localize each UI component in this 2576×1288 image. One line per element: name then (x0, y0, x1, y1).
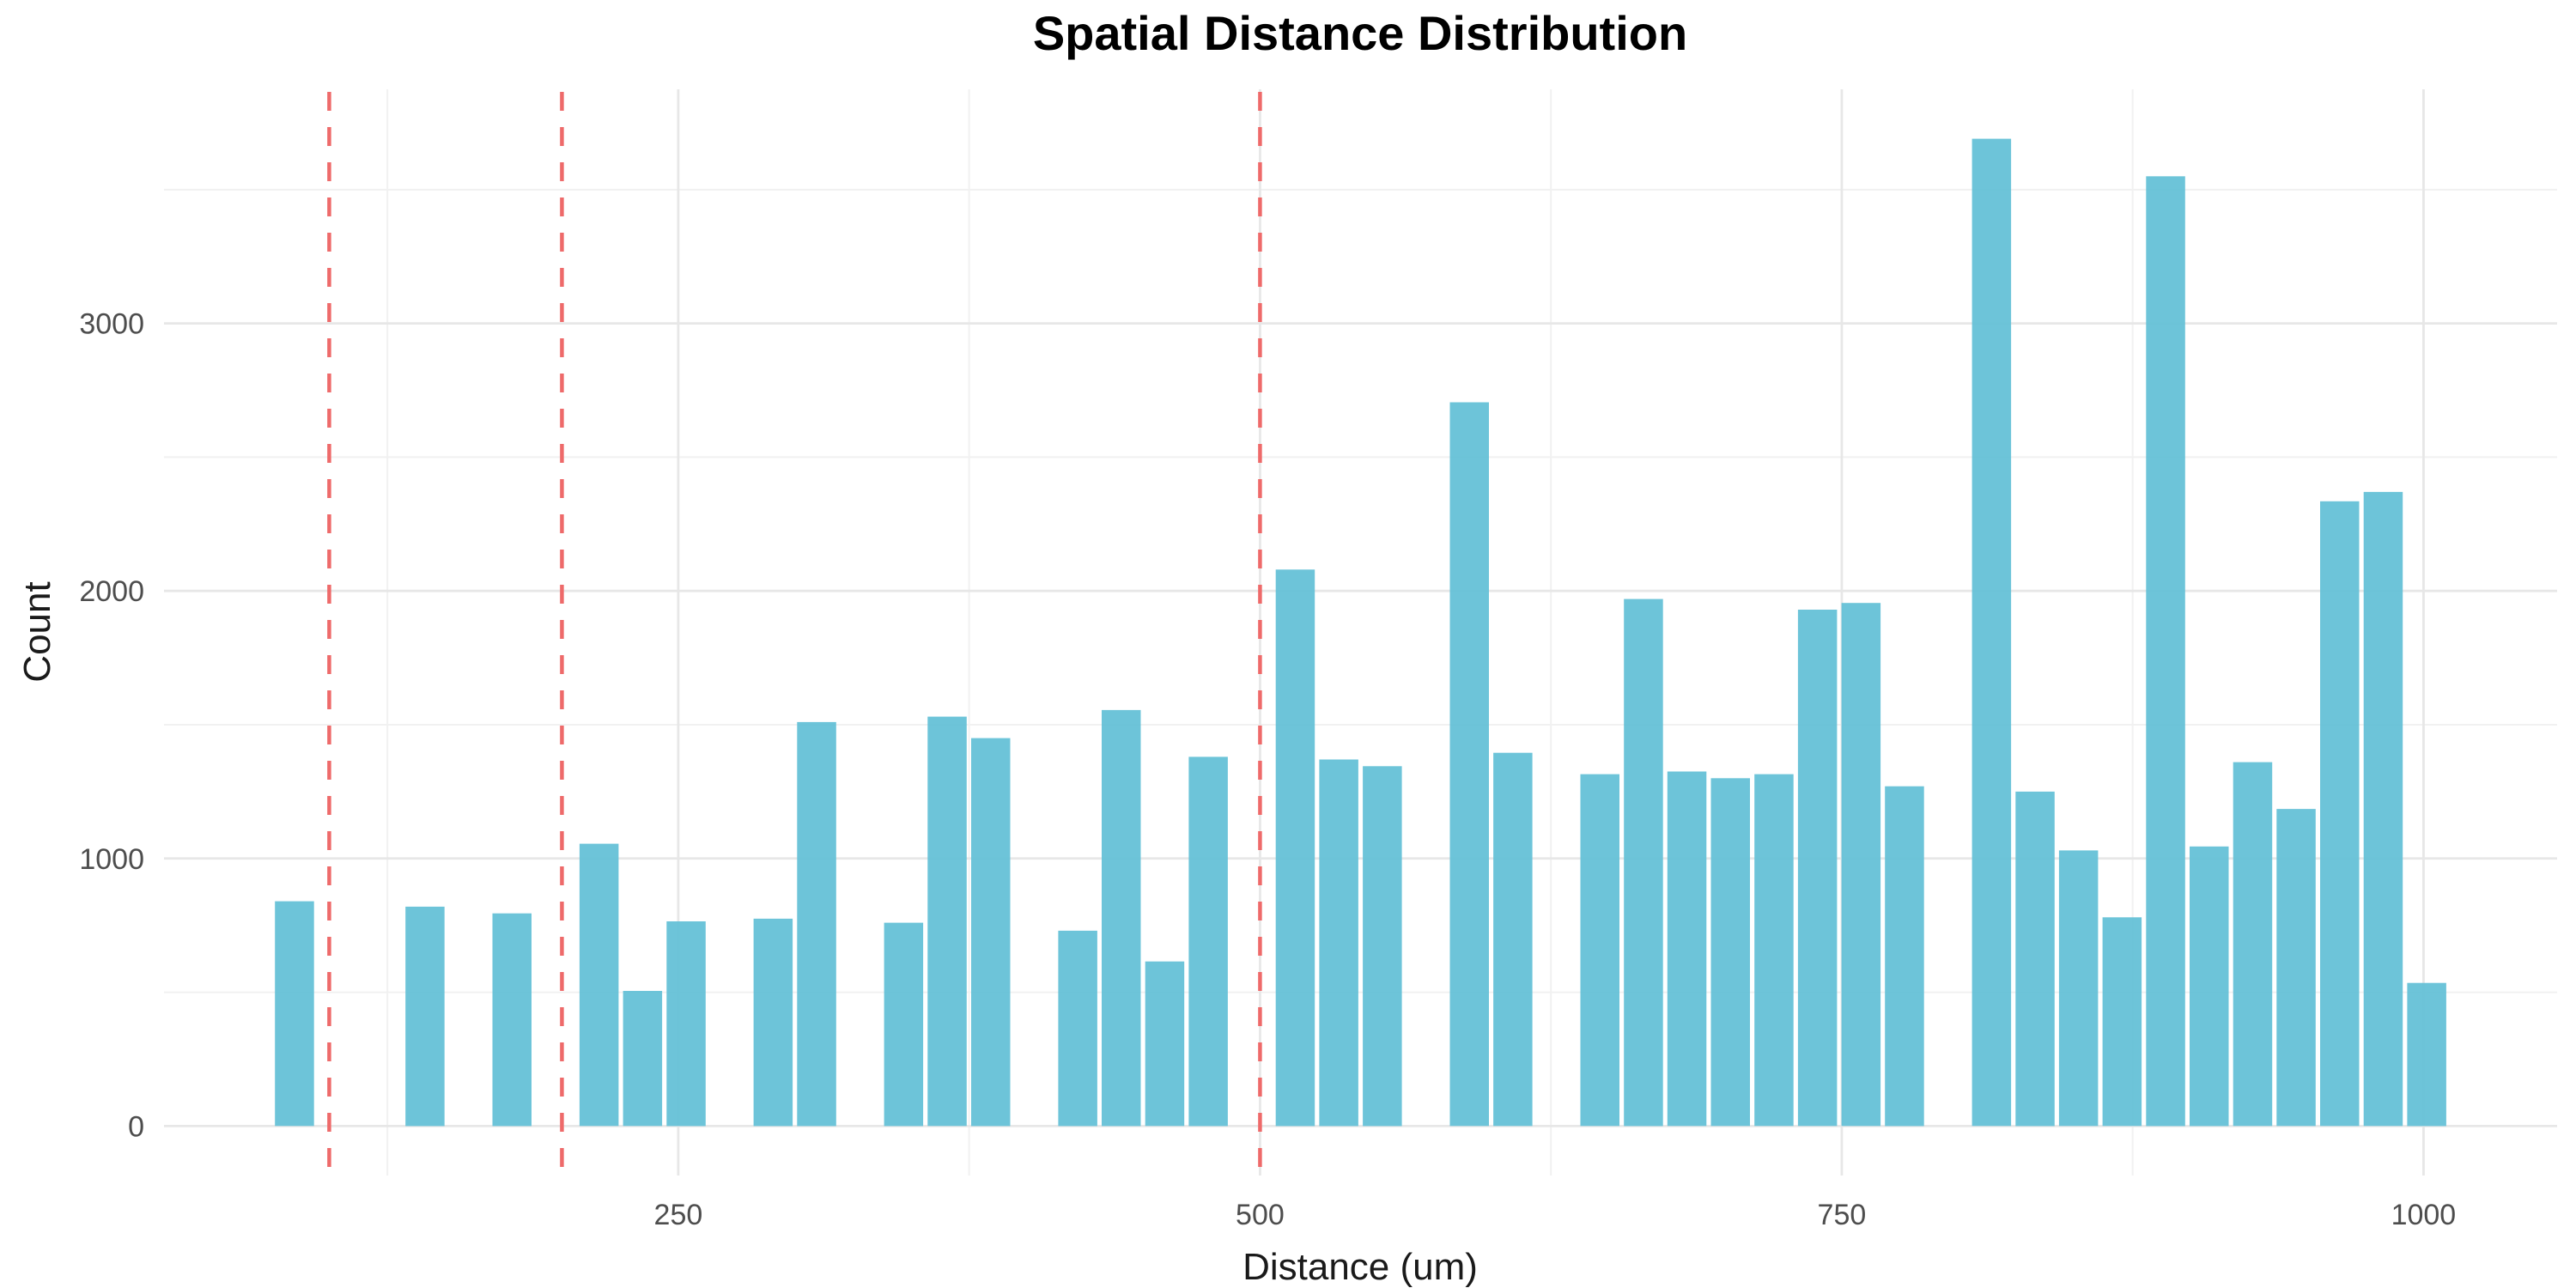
histogram-bar (2320, 501, 2360, 1127)
histogram-bar (1841, 603, 1881, 1127)
histogram-bar (1449, 402, 1489, 1127)
histogram-bar (971, 738, 1011, 1127)
histogram-bar (2407, 982, 2446, 1127)
histogram-bar (2102, 917, 2142, 1127)
histogram-bar (797, 721, 836, 1127)
histogram-bar (1493, 752, 1533, 1127)
x-axis-title: Distance (um) (1242, 1246, 1478, 1288)
histogram-bar (2190, 846, 2229, 1127)
histogram-bar (2015, 791, 2055, 1127)
x-tick-label: 750 (1818, 1199, 1867, 1231)
histogram-bar (623, 991, 663, 1127)
histogram-bar (1580, 774, 1619, 1127)
histogram-bar (1971, 138, 2012, 1127)
x-tick-label: 500 (1236, 1199, 1285, 1231)
y-axis-title: Count (16, 581, 58, 682)
histogram-bar (1363, 766, 1402, 1127)
histogram-bar (1188, 756, 1228, 1127)
histogram-bar (1102, 709, 1141, 1127)
histogram-bar (275, 901, 314, 1127)
histogram-bar (405, 906, 445, 1127)
x-tick-label: 1000 (2391, 1199, 2457, 1231)
histogram-bar (2276, 809, 2316, 1127)
histogram-bar (1667, 771, 1707, 1127)
y-tick-label: 0 (128, 1110, 144, 1143)
histogram-bar (1145, 961, 1185, 1127)
histogram-bar (2233, 762, 2273, 1127)
reference-vlines-layer (327, 92, 1262, 1176)
y-tick-label: 2000 (79, 575, 144, 608)
y-axis-tick-labels: 0 1000 2000 3000 (79, 308, 144, 1144)
histogram-bar (1885, 786, 1924, 1127)
y-tick-label: 1000 (79, 843, 144, 876)
histogram-bar (1797, 610, 1838, 1127)
histogram-bar (492, 913, 532, 1127)
histogram-bar (1058, 930, 1097, 1127)
chart-title: Spatial Distance Distribution (1033, 6, 1687, 60)
histogram-bar (666, 921, 706, 1127)
bars-layer (275, 138, 2446, 1127)
histogram-bar (2146, 176, 2185, 1127)
histogram-bar (2058, 850, 2099, 1127)
histogram-bar (1710, 778, 1750, 1127)
x-tick-label: 250 (654, 1199, 703, 1231)
x-axis-tick-labels: 250 500 750 1000 (654, 1199, 2457, 1231)
histogram-bar (2363, 491, 2403, 1127)
histogram-bar (927, 716, 967, 1127)
histogram-bar (579, 843, 619, 1127)
histogram-bar (1319, 759, 1358, 1127)
histogram-bar (1275, 569, 1315, 1127)
histogram-bar (884, 922, 924, 1127)
histogram-bar (1754, 774, 1794, 1127)
histogram-bar (1624, 598, 1663, 1127)
histogram-bar (753, 918, 793, 1127)
y-tick-label: 3000 (79, 308, 144, 341)
